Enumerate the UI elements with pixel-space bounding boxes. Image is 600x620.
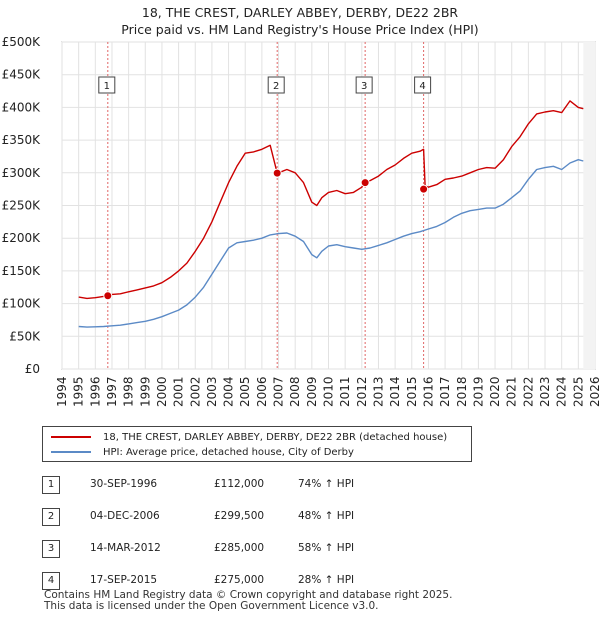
chart-subtitle: Price paid vs. HM Land Registry's House … bbox=[121, 22, 479, 37]
table-row: 1 30-SEP-1996 £112,000 74% ↑ HPI bbox=[42, 476, 442, 494]
annotation-box bbox=[98, 76, 116, 94]
x-tick-label: 2019 bbox=[471, 376, 485, 407]
price-chart: £0 £50K £100K £150K £200K £250K £300K £350K £400… bbox=[2, 35, 600, 407]
y-tick-label: £100K bbox=[2, 297, 42, 311]
sale-point bbox=[360, 178, 370, 188]
annotation-label: 1 bbox=[104, 81, 110, 92]
series-line bbox=[78, 158, 584, 328]
transaction-price: £299,500 bbox=[214, 510, 265, 522]
x-tick-label: 2001 bbox=[172, 376, 186, 407]
footer-attribution: Contains HM Land Registry data © Crown c… bbox=[44, 590, 452, 612]
transaction-price: £112,000 bbox=[214, 478, 265, 490]
x-tick-label: 1999 bbox=[138, 376, 152, 407]
x-tick-label: 2006 bbox=[255, 376, 269, 407]
x-tick-label: 1996 bbox=[88, 376, 102, 407]
y-tick-label: £50K bbox=[9, 329, 41, 343]
sale-point bbox=[272, 168, 282, 178]
transaction-price: £285,000 bbox=[214, 542, 265, 554]
x-tick-label: 2023 bbox=[538, 376, 552, 407]
chart-title-line: 18, THE CREST, DARLEY ABBEY, DERBY, DE22… bbox=[141, 5, 459, 20]
annotation-box bbox=[414, 76, 432, 94]
future-region bbox=[583, 42, 595, 369]
x-tick-label: 2024 bbox=[555, 376, 569, 407]
x-tick-label: 2003 bbox=[205, 376, 219, 407]
x-tick-label: 2018 bbox=[455, 376, 469, 407]
annotation-box bbox=[267, 76, 285, 94]
legend-label-hpi: HPI: Average price, detached house, City… bbox=[103, 446, 354, 458]
x-tick-label: 2012 bbox=[355, 376, 369, 407]
x-tick-label: 2009 bbox=[305, 376, 319, 407]
x-tick-label: 2026 bbox=[588, 376, 600, 407]
transaction-date: 17-SEP-2015 bbox=[90, 574, 158, 586]
transaction-hpi: 28% ↑ HPI bbox=[298, 574, 355, 586]
legend-item-hpi: HPI: Average price, detached house, City… bbox=[51, 445, 354, 459]
x-tick-label: 2011 bbox=[338, 376, 352, 407]
x-tick-label: 2022 bbox=[521, 376, 535, 407]
transaction-number: 3 bbox=[42, 540, 60, 558]
legend-swatch-hpi bbox=[51, 451, 91, 453]
y-tick-label: £150K bbox=[2, 264, 42, 278]
y-tick-label: £350K bbox=[2, 133, 42, 147]
x-tick-label: 1995 bbox=[72, 376, 86, 407]
transaction-hpi: 58% ↑ HPI bbox=[298, 542, 355, 554]
x-tick-label: 2002 bbox=[188, 376, 202, 407]
legend-swatch-property bbox=[51, 436, 91, 438]
sale-point bbox=[103, 291, 113, 301]
y-tick-label: £200K bbox=[2, 231, 42, 245]
table-row: 3 14-MAR-2012 £285,000 58% ↑ HPI bbox=[42, 540, 442, 558]
x-tick-label: 2025 bbox=[571, 376, 585, 407]
transaction-number: 1 bbox=[42, 476, 60, 494]
x-tick-label: 2007 bbox=[272, 376, 286, 407]
x-tick-label: 1998 bbox=[122, 376, 136, 407]
annotation-label: 4 bbox=[419, 81, 425, 92]
x-tick-label: 2015 bbox=[405, 376, 419, 407]
annotation-label: 3 bbox=[361, 81, 367, 92]
transaction-price: £275,000 bbox=[214, 574, 265, 586]
y-tick-label: £300K bbox=[2, 166, 42, 180]
transaction-hpi: 74% ↑ HPI bbox=[298, 478, 355, 490]
annotation-box bbox=[355, 76, 373, 94]
y-tick-label: £0 bbox=[25, 362, 40, 376]
x-tick-label: 2004 bbox=[222, 376, 236, 407]
footer-line-copyright: Contains HM Land Registry data © Crown c… bbox=[44, 589, 453, 601]
transaction-hpi: 48% ↑ HPI bbox=[298, 510, 355, 522]
transaction-number: 2 bbox=[42, 508, 60, 526]
transaction-date: 04-DEC-2006 bbox=[90, 510, 160, 522]
x-tick-label: 2000 bbox=[155, 376, 169, 407]
y-tick-label: £500K bbox=[2, 35, 42, 49]
transaction-date: 30-SEP-1996 bbox=[90, 478, 158, 490]
legend-item-property: 18, THE CREST, DARLEY ABBEY, DERBY, DE22… bbox=[51, 430, 447, 444]
x-tick-label: 2020 bbox=[488, 376, 502, 407]
legend: 18, THE CREST, DARLEY ABBEY, DERBY, DE22… bbox=[42, 426, 472, 462]
chart-title: 18, THE CREST, DARLEY ABBEY, DERBY, DE22… bbox=[0, 4, 600, 38]
transaction-number: 4 bbox=[42, 572, 60, 590]
x-tick-label: 1994 bbox=[55, 376, 69, 407]
table-row: 4 17-SEP-2015 £275,000 28% ↑ HPI bbox=[42, 572, 442, 590]
x-tick-label: 2016 bbox=[421, 376, 435, 407]
table-row: 2 04-DEC-2006 £299,500 48% ↑ HPI bbox=[42, 508, 442, 526]
x-tick-label: 2008 bbox=[288, 376, 302, 407]
x-tick-label: 2014 bbox=[388, 376, 402, 407]
x-tick-label: 2010 bbox=[322, 376, 336, 407]
x-tick-label: 2005 bbox=[238, 376, 252, 407]
sale-point bbox=[419, 184, 429, 194]
footer-line-licence: This data is licensed under the Open Gov… bbox=[44, 600, 379, 612]
x-tick-label: 2021 bbox=[505, 376, 519, 407]
transaction-date: 14-MAR-2012 bbox=[90, 542, 161, 554]
legend-label-property: 18, THE CREST, DARLEY ABBEY, DERBY, DE22… bbox=[103, 431, 448, 443]
y-tick-label: £250K bbox=[2, 199, 42, 213]
x-tick-label: 2013 bbox=[371, 376, 385, 407]
x-tick-label: 1997 bbox=[105, 376, 119, 407]
series-line bbox=[78, 100, 584, 300]
y-tick-label: £400K bbox=[2, 100, 42, 114]
annotation-label: 2 bbox=[273, 81, 279, 92]
x-tick-label: 2017 bbox=[438, 376, 452, 407]
y-tick-label: £450K bbox=[2, 68, 42, 82]
